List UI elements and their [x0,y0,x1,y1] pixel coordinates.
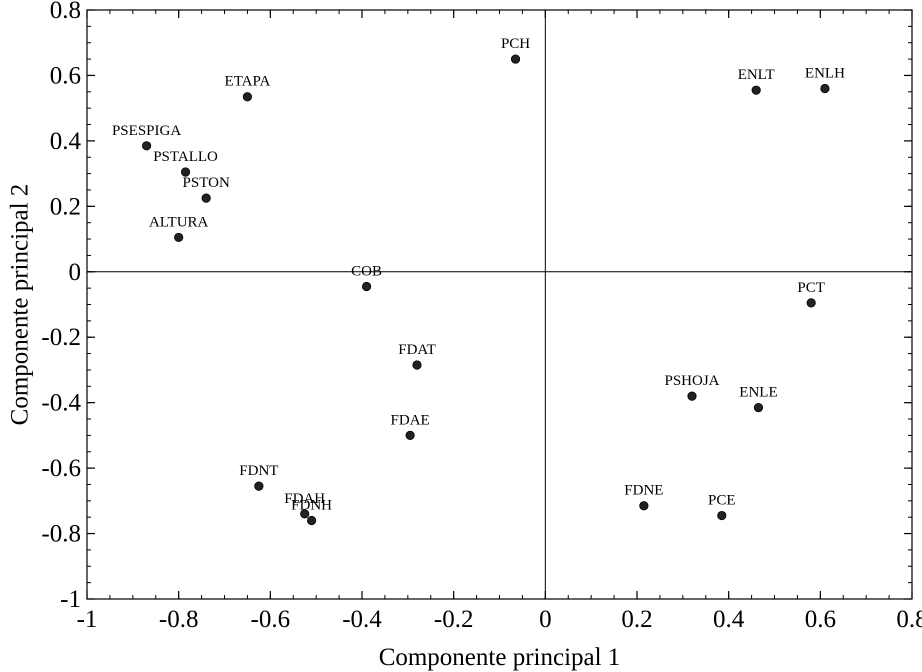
x-tick-label: 0.8 [896,606,922,633]
point-label-enle: ENLE [739,385,777,401]
point-label-pshoja: PSHOJA [664,373,719,389]
point-label-fdat: FDAT [398,342,436,358]
data-point-cob [361,281,372,292]
y-tick-label: -1 [60,586,81,613]
point-label-pstallo: PSTALLO [153,149,218,165]
point-label-fdnt: FDNT [239,463,278,479]
data-point-altura [174,232,184,243]
point-label-etapa: ETAPA [225,74,271,90]
data-point-enle [753,402,764,413]
y-tick-label: -0.6 [41,455,81,482]
major-ticks [86,9,913,600]
point-label-pston: PSTON [183,175,230,191]
y-axis-title: Componente principal 2 [7,184,34,426]
y-tick-label: 0.6 [50,62,81,89]
data-point-fdae [405,430,415,440]
data-point-enlt [751,85,761,95]
x-tick-label: -0.8 [159,606,199,633]
plot-frame [86,9,913,600]
point-label-cob: COB [351,264,382,280]
data-point-pct [806,298,816,308]
x-tick-label: 0.4 [713,606,745,633]
point-label-fdae: FDAE [391,412,430,428]
x-tick-labels: -1 -0.8 -0.6 -0.4 -0.2 0 0.2 0.4 0.6 0.8 [77,606,922,633]
data-point-etapa [242,92,253,102]
y-tick-label: 0.2 [50,193,81,220]
x-tick-label: 0 [539,606,552,633]
y-tick-label: -0.4 [41,390,81,417]
point-label-pct: PCT [797,280,825,296]
x-tick-label: -0.4 [342,606,382,633]
x-tick-label: -0.6 [251,606,291,633]
data-point-fdnh [306,515,317,526]
x-tick-label: 0.6 [805,606,836,633]
y-tick-label: -0.2 [41,324,81,351]
data-point-enlh [820,83,830,94]
point-label-enlh: ENLH [805,66,845,82]
data-point-fdah [300,509,310,519]
data-point-pston [201,193,211,203]
point-label-fdnh: FDNH [291,497,332,513]
y-tick-labels: 0.8 0.6 0.4 0.2 0 -0.2 -0.4 -0.6 -0.8 -1 [41,0,81,613]
y-tick-label: 0 [69,259,82,286]
point-label-fdah: FDAH [284,491,325,507]
reference-lines [87,10,912,599]
data-point-pch [510,54,521,64]
data-point-fdne [639,501,649,511]
data-point-fdat [412,360,422,370]
point-labels: PCH ETAPA ENLT ENLH PSESPIGA PSTALLO PSTON ALTU… [112,36,845,513]
x-axis-title: Componente principal 1 [379,644,621,671]
point-label-fdne: FDNE [624,483,663,499]
point-label-pch: PCH [501,36,530,52]
y-tick-label: 0.4 [50,128,82,155]
data-point-psespiga [141,141,152,151]
point-label-pce: PCE [708,493,736,509]
point-label-psespiga: PSESPIGA [112,123,181,139]
data-point-pstallo [180,167,191,177]
data-point-pce [717,510,727,521]
data-point-pshoja [687,391,697,401]
data-point-fdnt [254,481,264,491]
data-points [141,54,830,526]
point-label-enlt: ENLT [738,67,775,83]
point-label-altura: ALTURA [149,214,209,230]
minor-ticks [86,9,913,600]
x-tick-label: -1 [77,606,98,633]
x-tick-label: 0.2 [621,606,652,633]
y-tick-label: 0.8 [50,0,81,24]
x-tick-label: -0.2 [434,606,474,633]
y-tick-label: -0.8 [41,521,81,548]
